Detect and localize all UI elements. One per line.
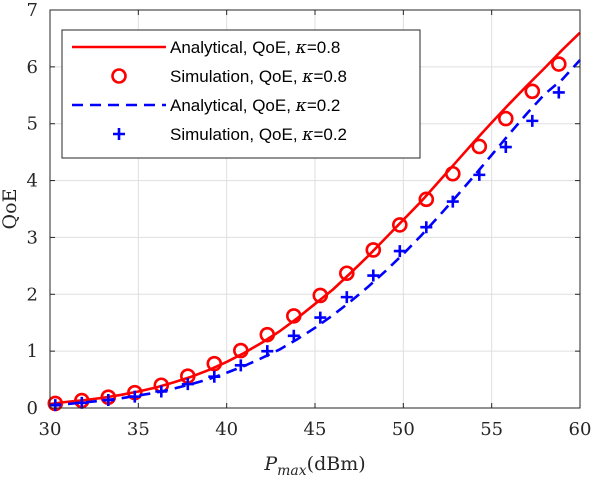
series-4 bbox=[49, 86, 565, 412]
legend-label-prefix: Simulation, QoE, bbox=[170, 125, 302, 144]
data-point-marker bbox=[49, 399, 62, 412]
y-tick-label: 2 bbox=[27, 284, 38, 305]
legend-label-prefix: Analytical, QoE, bbox=[170, 96, 296, 115]
legend-label: Simulation, QoE, κ=0.2 bbox=[170, 125, 347, 145]
data-point-marker bbox=[420, 221, 433, 234]
x-tick-label: 45 bbox=[304, 419, 327, 440]
legend-label-kappa: κ bbox=[295, 38, 307, 58]
x-tick-label: 35 bbox=[127, 419, 150, 440]
data-point-marker bbox=[287, 329, 300, 342]
y-tick-label: 1 bbox=[27, 341, 38, 362]
legend-label-kappa: κ bbox=[301, 67, 313, 87]
data-point-marker bbox=[155, 385, 168, 398]
legend-label: Simulation, QoE, κ=0.8 bbox=[170, 67, 347, 87]
x-tick-label: 60 bbox=[569, 419, 592, 440]
x-tick-label: 55 bbox=[480, 419, 503, 440]
series-line bbox=[49, 31, 581, 406]
legend-label-kappa: κ bbox=[301, 125, 313, 145]
series-layer bbox=[47, 31, 581, 412]
data-point-marker bbox=[499, 141, 512, 154]
y-tick-label: 7 bbox=[27, 0, 38, 21]
data-point-marker bbox=[524, 83, 541, 100]
data-point-marker bbox=[285, 308, 302, 324]
y-tick-label: 0 bbox=[27, 398, 38, 419]
legend-entry-3: Analytical, QoE, κ=0.2 bbox=[72, 96, 340, 116]
data-point-marker bbox=[473, 168, 486, 181]
data-point-marker bbox=[391, 217, 408, 233]
data-point-marker bbox=[128, 390, 141, 403]
x-axis-label-main: P bbox=[263, 453, 278, 475]
data-point-marker bbox=[314, 311, 327, 324]
x-axis-label: Pmax(dBm) bbox=[263, 453, 365, 478]
data-point-marker bbox=[208, 370, 221, 383]
legend-marker-sample bbox=[113, 128, 125, 140]
x-axis-label-subscript: max bbox=[277, 463, 307, 478]
data-point-marker bbox=[234, 359, 247, 372]
series-1 bbox=[49, 31, 581, 406]
series-3 bbox=[49, 59, 581, 407]
y-tick-label: 6 bbox=[27, 57, 38, 78]
data-point-marker bbox=[75, 396, 88, 409]
x-axis-label-unit: (dBm) bbox=[307, 453, 366, 475]
legend-entry-1: Analytical, QoE, κ=0.8 bbox=[72, 38, 340, 58]
data-point-marker bbox=[471, 138, 488, 155]
y-tick-label: 5 bbox=[27, 114, 38, 135]
x-tick-label: 50 bbox=[392, 419, 415, 440]
data-point-marker bbox=[444, 165, 461, 182]
legend-label: Analytical, QoE, κ=0.8 bbox=[170, 38, 340, 58]
y-tick-label: 4 bbox=[27, 171, 38, 192]
legend-entry-2: Simulation, QoE, κ=0.8 bbox=[111, 67, 347, 87]
data-point-marker bbox=[365, 242, 382, 258]
data-point-marker bbox=[181, 378, 194, 391]
data-point-marker bbox=[340, 291, 353, 304]
data-point-marker bbox=[552, 86, 565, 99]
data-point-marker bbox=[418, 191, 435, 208]
legend-marker-sample bbox=[111, 68, 127, 84]
data-point-marker bbox=[550, 56, 567, 72]
legend-label-suffix: =0.8 bbox=[313, 67, 347, 86]
legend-label-prefix: Simulation, QoE, bbox=[170, 67, 302, 86]
legend-label-kappa: κ bbox=[295, 96, 307, 116]
data-point-marker bbox=[446, 195, 459, 208]
legend-label-suffix: =0.2 bbox=[313, 125, 347, 144]
x-tick-label: 40 bbox=[215, 419, 238, 440]
x-tick-label: 30 bbox=[39, 419, 62, 440]
y-axis-label: QoE bbox=[0, 189, 21, 230]
series-line bbox=[49, 59, 581, 407]
legend-label-suffix: =0.8 bbox=[307, 38, 341, 57]
legend-box bbox=[61, 29, 421, 159]
legend-label-suffix: =0.2 bbox=[307, 96, 341, 115]
data-point-marker bbox=[497, 110, 514, 127]
data-point-marker bbox=[312, 287, 329, 304]
data-point-marker bbox=[206, 355, 223, 372]
legend-label-prefix: Analytical, QoE, bbox=[170, 38, 296, 57]
data-point-marker bbox=[367, 269, 380, 282]
data-point-marker bbox=[233, 342, 249, 359]
data-point-marker bbox=[102, 394, 115, 407]
data-point-marker bbox=[261, 345, 274, 358]
y-tick-label: 3 bbox=[27, 227, 38, 248]
data-point-marker bbox=[338, 265, 355, 282]
data-point-marker bbox=[393, 245, 406, 258]
legend-entry-4: Simulation, QoE, κ=0.2 bbox=[113, 125, 347, 145]
data-point-marker bbox=[526, 114, 539, 127]
data-point-marker bbox=[259, 326, 276, 343]
legend-label: Analytical, QoE, κ=0.2 bbox=[170, 96, 340, 116]
